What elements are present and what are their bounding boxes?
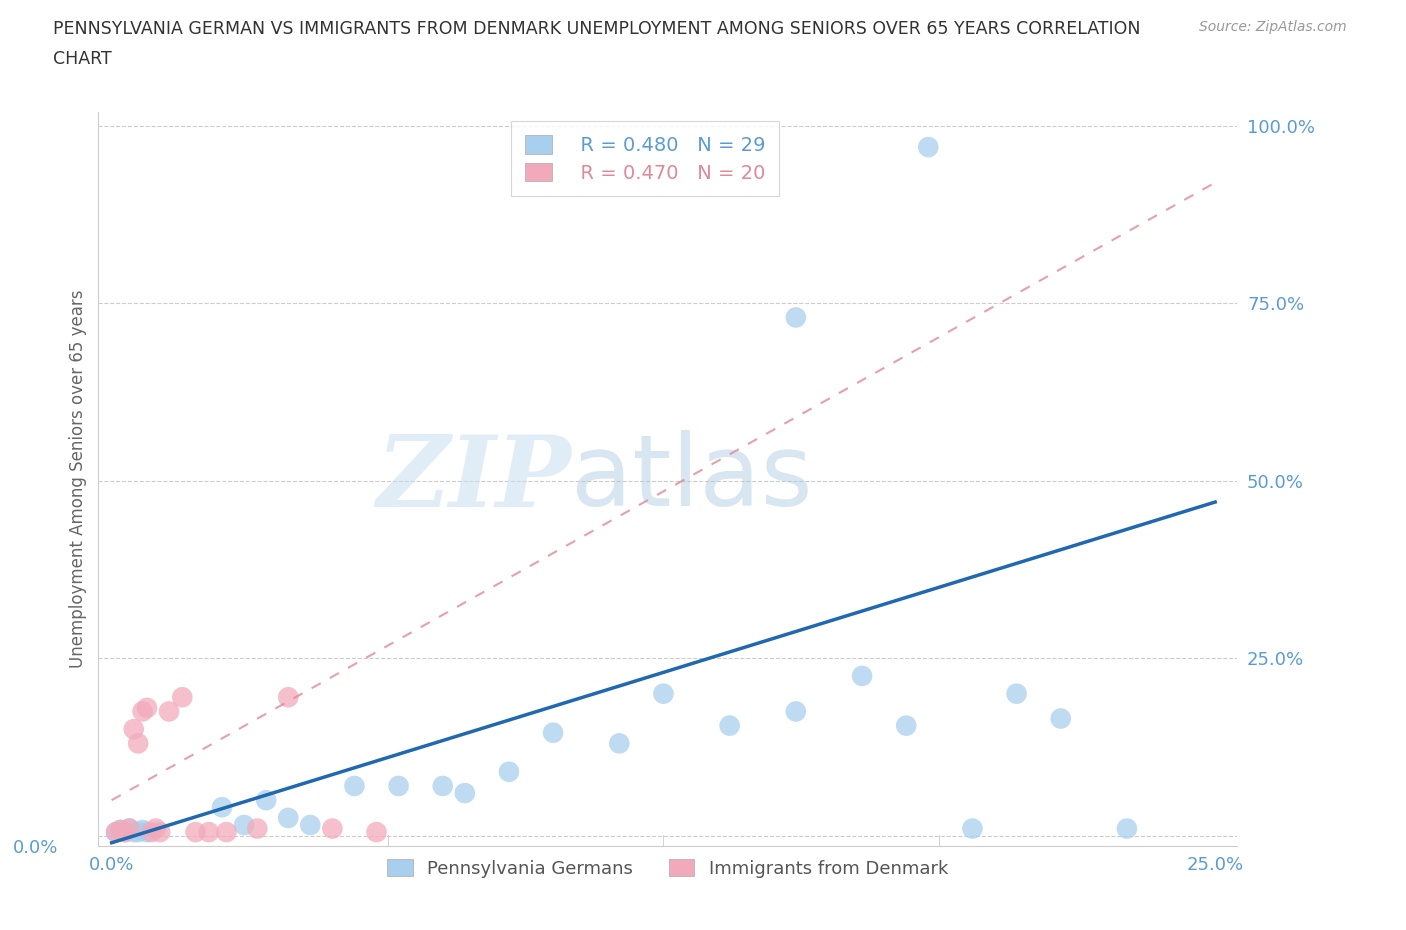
Text: atlas: atlas [571, 431, 813, 527]
Point [387, 778, 409, 793]
Point [184, 825, 207, 840]
Point [105, 825, 128, 840]
Point [145, 821, 167, 836]
Text: CHART: CHART [53, 50, 112, 68]
Point [962, 821, 984, 836]
Point [233, 817, 256, 832]
Point [785, 310, 807, 325]
Point [114, 825, 136, 840]
Point [277, 810, 299, 825]
Text: PENNSYLVANIA GERMAN VS IMMIGRANTS FROM DENMARK UNEMPLOYMENT AMONG SENIORS OVER 6: PENNSYLVANIA GERMAN VS IMMIGRANTS FROM D… [53, 20, 1140, 38]
Point [343, 778, 366, 793]
Point [110, 822, 132, 837]
Point [851, 669, 873, 684]
Point [114, 825, 136, 840]
Point [718, 718, 741, 733]
Point [172, 690, 194, 705]
Point [197, 825, 219, 840]
Point [215, 825, 238, 840]
Point [149, 825, 172, 840]
Point [141, 825, 163, 840]
Point [136, 700, 159, 715]
Point [785, 704, 807, 719]
Point [118, 821, 141, 836]
Point [118, 821, 141, 836]
Point [122, 722, 145, 737]
Point [366, 825, 388, 840]
Point [652, 686, 675, 701]
Point [541, 725, 564, 740]
Point [254, 792, 277, 807]
Legend: Pennsylvania Germans, Immigrants from Denmark: Pennsylvania Germans, Immigrants from De… [380, 852, 956, 885]
Point [321, 821, 343, 836]
Point [1005, 686, 1028, 701]
Point [299, 817, 322, 832]
Point [136, 825, 159, 840]
Point [607, 736, 630, 751]
Point [498, 764, 520, 779]
Text: ZIP: ZIP [375, 431, 571, 527]
Point [127, 825, 149, 840]
Point [157, 704, 180, 719]
Point [211, 800, 233, 815]
Text: 0.0%: 0.0% [13, 839, 59, 857]
Point [110, 822, 132, 837]
Point [127, 736, 149, 751]
Point [277, 690, 299, 705]
Point [105, 825, 128, 840]
Point [1049, 711, 1071, 726]
Point [1116, 821, 1139, 836]
Point [896, 718, 918, 733]
Point [131, 704, 153, 719]
Point [917, 140, 939, 154]
Point [131, 822, 153, 837]
Point [454, 786, 477, 801]
Y-axis label: Unemployment Among Seniors over 65 years: Unemployment Among Seniors over 65 years [69, 290, 87, 668]
Point [432, 778, 454, 793]
Point [122, 825, 145, 840]
Point [246, 821, 269, 836]
Text: Source: ZipAtlas.com: Source: ZipAtlas.com [1199, 20, 1347, 34]
